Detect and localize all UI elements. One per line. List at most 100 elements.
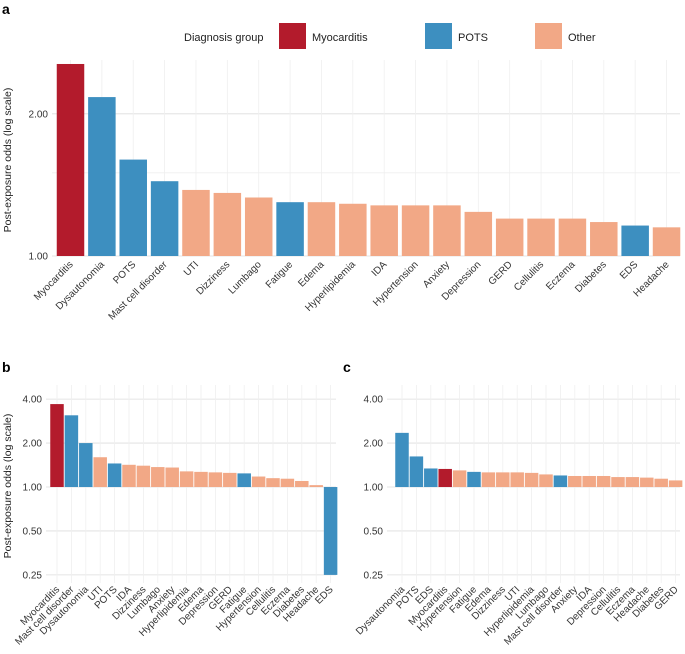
bar-hypertension [401,205,430,256]
bar-depression [596,475,611,488]
bar-anxiety [568,475,582,488]
x-tick-label: GERD [487,259,515,287]
bar-hyperlipidemia [179,471,194,488]
y-tick-label: 0.25 [23,570,43,581]
legend-swatch-other [535,23,562,49]
legend-swatch-myocarditis [279,23,306,49]
y-tick-label: 0.25 [364,570,384,581]
panel-label-a: a [2,1,10,17]
y-tick-label: 4.00 [23,395,43,406]
bar-ida [370,205,398,256]
x-tick-label: EDS [618,259,641,282]
bar-dizziness [136,465,151,488]
bar-myocarditis [438,468,452,488]
bar-eczema [280,478,295,488]
legend-label-pots: POTS [458,32,488,44]
bar-headache [652,227,681,256]
y-tick-label: 2.00 [23,439,43,450]
x-tick-label: Anxiety [421,259,452,290]
bar-cellulitis [611,477,625,488]
bar-dysautonomia [395,432,409,488]
y-tick-label: 1.00 [23,483,43,494]
x-tick-label: Diabetes [573,259,609,295]
bar-hypertension [251,476,266,488]
bar-mast-cell-disorder [150,181,179,256]
bar-ida [582,475,596,488]
bar-cellulitis [266,478,280,488]
bar-fatigue [237,473,251,488]
x-tick-label: Lumbago [227,259,265,297]
bar-myocarditis [56,63,85,256]
bar-dysautonomia [88,97,116,256]
bar-pots [107,463,122,488]
panel-label-c: c [343,359,351,375]
bar-edema [307,202,336,256]
bar-diabetes [654,478,668,488]
panel-a-ylabel: Post-exposure odds (log scale) [2,88,14,233]
bar-dysautonomia [79,443,93,488]
bar-hyperlipidemia [524,472,539,488]
bar-headache [640,477,654,488]
bar-hypertension [452,470,467,488]
bar-eczema [625,477,640,488]
legend: Diagnosis group Myocarditis POTS Other [184,23,596,49]
bar-headache [309,485,323,488]
x-tick-label: Edema [296,259,326,289]
y-tick-label: 0.50 [23,526,43,537]
bar-lumbago [151,467,165,488]
bar-gerd [495,218,524,256]
bar-gerd [668,480,683,488]
bar-dizziness [213,192,242,256]
y-tick-label: 4.00 [364,395,384,406]
bar-edema [481,472,496,488]
bar-hyperlipidemia [339,203,367,256]
bar-lumbago [539,474,553,488]
x-tick-label: Dizziness [194,259,232,297]
bar-anxiety [433,205,461,256]
panel-label-b: b [2,359,11,375]
x-tick-label: POTS [111,259,138,286]
bar-pots [409,456,424,488]
bar-eds [323,487,338,575]
y-tick-label: 2.00 [29,109,49,120]
bar-mast-cell-disorder [553,475,568,488]
bar-pots [119,159,147,256]
y-tick-label: 0.50 [364,526,384,537]
bar-eds [424,468,438,488]
bar-ida [122,464,136,488]
bar-myocarditis [50,404,64,488]
x-tick-label: IDA [370,259,390,279]
panel-c-chart: 0.250.501.002.004.00DysautonomiaPOTSEDSM… [354,385,683,648]
legend-swatch-pots [425,23,452,49]
bar-eds [621,225,649,256]
bar-edema [194,471,208,488]
bar-eczema [558,218,587,256]
bar-uti [93,457,107,488]
y-tick-label: 2.00 [364,439,384,450]
bar-cellulitis [527,218,555,256]
legend-label-other: Other [568,32,596,44]
bar-uti [510,472,524,488]
panel-b-ylabel: Post-exposure odds (log scale) [2,414,14,559]
x-tick-label: Fatigue [264,259,296,291]
y-tick-label: 1.00 [364,483,384,494]
x-tick-label: UTI [182,259,201,278]
bar-uti [182,189,210,256]
bar-anxiety [165,467,179,488]
bar-gerd [223,472,237,488]
x-tick-label: EDS [313,584,336,607]
x-tick-label: Mast cell disorder [107,259,171,323]
bar-lumbago [244,197,273,256]
legend-label-myocarditis: Myocarditis [312,32,368,44]
x-tick-label: Cellulitis [512,259,546,293]
bar-diabetes [295,480,309,488]
x-tick-label: Dysautonomia [354,584,407,637]
bar-mast-cell-disorder [64,415,79,488]
bar-diabetes [590,222,618,256]
bar-dizziness [496,472,510,488]
bar-depression [208,472,223,488]
bar-fatigue [467,471,481,488]
